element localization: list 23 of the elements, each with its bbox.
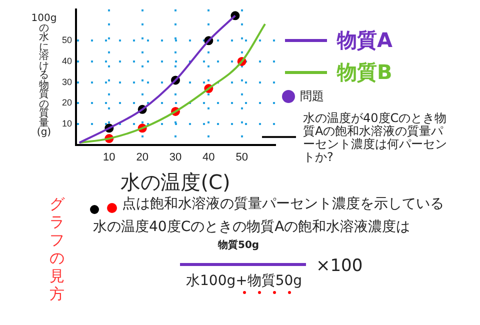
x-axis-title: 水の温度(C) <box>120 170 230 194</box>
x-tick-label: 50 <box>236 151 248 164</box>
text: 物質50g <box>218 240 260 251</box>
x-tick-label: 30 <box>169 151 182 164</box>
y-tick-label: 40 <box>62 56 72 66</box>
text: ×100 <box>316 256 363 276</box>
text: 水の温度40度Cのときの物質Aの飽和水溶液濃度は <box>93 219 410 236</box>
legend-label: 物質B <box>337 58 392 86</box>
legend-label: 物質A <box>337 26 392 54</box>
text: 100gの水に溶ける物質の質量(g) <box>31 13 57 138</box>
text: 水の温度が40度Cのとき物質Aの飽和水溶液の質量パーセント濃度は何パーセントか? <box>303 111 448 164</box>
line-series <box>78 22 266 144</box>
y-tick-label: 10 <box>62 118 72 128</box>
text: グラフの見方 <box>48 195 66 303</box>
x-tick-label: 10 <box>103 151 116 164</box>
text: 問題 <box>300 89 324 104</box>
text: 水100g+物質50g <box>186 273 302 290</box>
y-tick-label: 20 <box>62 98 72 108</box>
y-tick-label: 30 <box>62 76 72 87</box>
text: 点は飽和水溶液の質量パーセント濃度を示している <box>122 196 444 212</box>
x-tick-label: 20 <box>136 151 148 164</box>
y-tick-label: 50 <box>62 35 72 46</box>
x-tick-label: 40 <box>202 151 215 164</box>
